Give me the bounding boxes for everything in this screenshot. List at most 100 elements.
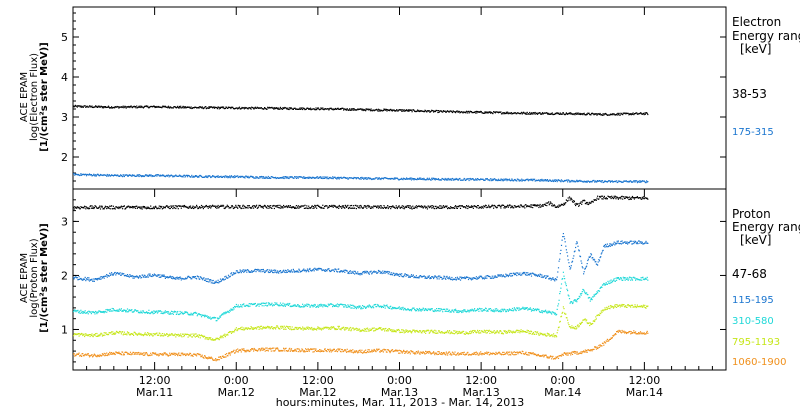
proton-point bbox=[481, 205, 483, 208]
electron-point bbox=[218, 108, 220, 110]
proton-point bbox=[352, 305, 354, 307]
proton-point bbox=[163, 275, 165, 277]
proton-point bbox=[145, 334, 147, 336]
proton-point bbox=[197, 276, 200, 278]
proton-point bbox=[493, 311, 495, 313]
proton-point bbox=[267, 271, 269, 273]
electron-point bbox=[153, 105, 155, 107]
proton-point bbox=[451, 276, 453, 279]
electron-point bbox=[239, 175, 241, 177]
electron-point bbox=[110, 175, 112, 177]
electron-point bbox=[516, 180, 518, 182]
proton-point bbox=[632, 276, 634, 279]
proton-point bbox=[477, 277, 479, 280]
proton-point bbox=[162, 274, 164, 276]
electron-point bbox=[188, 106, 190, 108]
electron-point bbox=[218, 106, 220, 108]
proton-point bbox=[100, 278, 102, 280]
electron-point bbox=[254, 177, 256, 179]
proton-point bbox=[563, 275, 565, 277]
proton-point bbox=[289, 302, 291, 305]
proton-point bbox=[183, 312, 185, 314]
proton-point bbox=[180, 207, 182, 209]
electron-point bbox=[409, 178, 411, 180]
electron-point bbox=[115, 174, 117, 176]
proton-point bbox=[372, 305, 374, 307]
proton-point bbox=[622, 279, 624, 281]
electron-point bbox=[379, 110, 381, 112]
proton-point bbox=[560, 204, 562, 206]
electron-point bbox=[572, 113, 574, 116]
proton-point bbox=[306, 270, 308, 272]
proton-point bbox=[299, 271, 301, 273]
proton-point bbox=[568, 196, 571, 198]
proton-point bbox=[145, 208, 148, 210]
proton-point bbox=[565, 245, 567, 247]
proton-point bbox=[128, 205, 130, 207]
proton-point bbox=[460, 276, 462, 278]
proton-point bbox=[256, 204, 258, 206]
proton-point bbox=[230, 207, 232, 209]
proton-point bbox=[459, 276, 461, 278]
proton-point bbox=[444, 308, 446, 310]
electron-point bbox=[520, 180, 522, 182]
proton-point bbox=[541, 274, 543, 276]
proton-point bbox=[207, 205, 209, 208]
proton-point bbox=[147, 312, 149, 314]
electron-point bbox=[570, 112, 572, 114]
proton-point bbox=[336, 305, 338, 307]
proton-point bbox=[502, 204, 504, 206]
proton-point bbox=[135, 276, 137, 278]
electron-point bbox=[164, 105, 166, 107]
proton-point bbox=[470, 309, 473, 311]
electron-point bbox=[95, 106, 97, 108]
electron-point bbox=[185, 174, 187, 176]
proton-point bbox=[532, 207, 534, 209]
proton-point bbox=[85, 208, 87, 210]
proton-point bbox=[190, 312, 192, 314]
electron-point bbox=[472, 111, 474, 114]
electron-point bbox=[467, 110, 470, 112]
electron-point bbox=[190, 106, 192, 108]
proton-point bbox=[488, 204, 490, 206]
proton-point bbox=[95, 310, 97, 313]
proton-point bbox=[214, 205, 216, 207]
proton-point bbox=[518, 309, 520, 311]
proton-point bbox=[406, 205, 408, 207]
electron-point bbox=[567, 181, 569, 183]
proton-point bbox=[425, 308, 427, 310]
proton-point bbox=[158, 274, 160, 276]
electron-point bbox=[408, 178, 410, 180]
electron-point bbox=[97, 106, 99, 108]
electron-point bbox=[455, 177, 457, 180]
proton-point bbox=[447, 308, 449, 310]
electron-point bbox=[417, 177, 419, 179]
proton-point bbox=[319, 305, 321, 307]
proton-point bbox=[609, 280, 611, 282]
proton-point bbox=[224, 311, 226, 313]
proton-point bbox=[185, 311, 187, 313]
proton-point bbox=[425, 207, 427, 209]
proton-point bbox=[249, 270, 251, 273]
proton-point bbox=[118, 207, 120, 210]
electron-point bbox=[188, 175, 190, 177]
proton-point bbox=[127, 311, 129, 313]
proton-point bbox=[95, 278, 97, 281]
proton-point bbox=[295, 270, 297, 272]
proton-point bbox=[455, 310, 457, 312]
electron-point bbox=[216, 108, 219, 110]
electron-point bbox=[352, 178, 354, 180]
electron-point bbox=[438, 111, 440, 113]
proton-point bbox=[560, 283, 563, 285]
proton-point bbox=[577, 203, 579, 205]
proton-point bbox=[268, 302, 271, 304]
electron-point bbox=[155, 174, 157, 176]
proton-point bbox=[476, 309, 478, 311]
proton-point bbox=[646, 242, 648, 244]
electron-point bbox=[141, 105, 143, 107]
proton-point bbox=[631, 278, 633, 280]
proton-point bbox=[207, 280, 209, 283]
proton-point bbox=[286, 303, 288, 305]
proton-point bbox=[376, 272, 378, 274]
electron-point bbox=[524, 112, 526, 114]
